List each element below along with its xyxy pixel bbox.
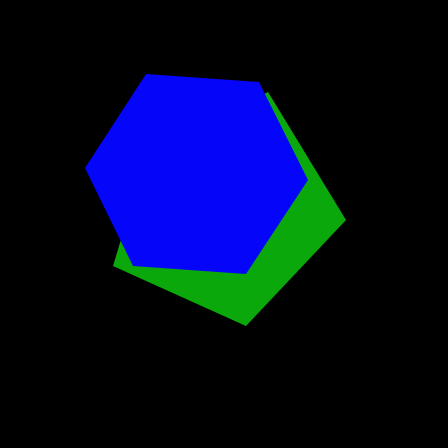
blue-hexagon (85, 74, 308, 274)
